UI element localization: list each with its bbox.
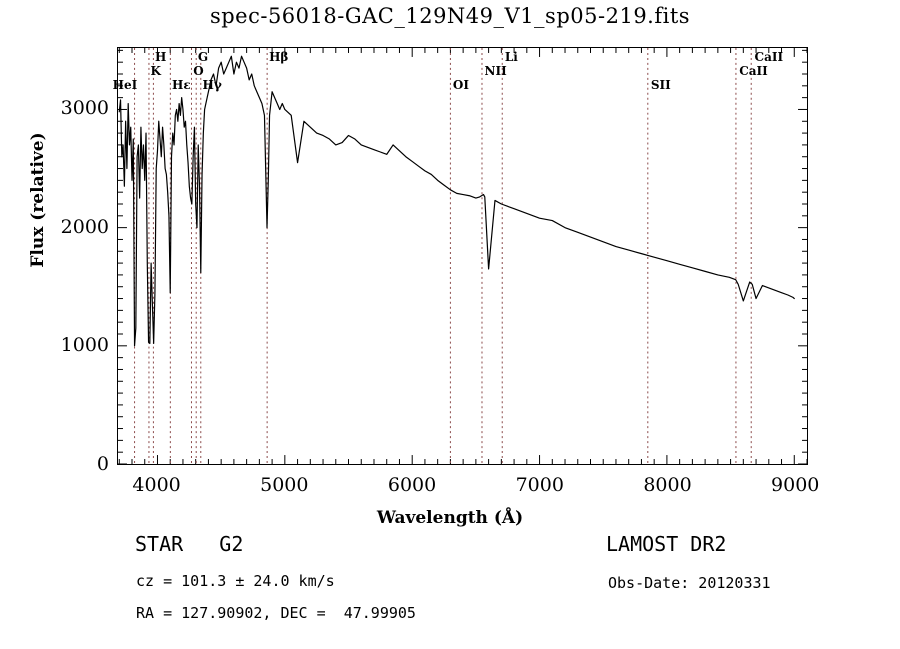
line-label-hei-0: HeI xyxy=(112,78,138,92)
x-tick-label-7000: 7000 xyxy=(515,474,564,496)
spectrum-curve xyxy=(118,55,795,347)
x-tick-label-8000: 8000 xyxy=(643,474,692,496)
cz-value: cz = 101.3 ± 24.0 km/s xyxy=(136,572,335,590)
line-label-h-7: Hβ xyxy=(269,50,289,64)
x-tick-label-5000: 5000 xyxy=(260,474,309,496)
page-title: spec-56018-GAC_129N49_V1_sp05-219.fits xyxy=(209,4,691,28)
line-label-h-2: H xyxy=(155,50,167,64)
obs-date: Obs-Date: 20120331 xyxy=(608,574,771,592)
y-tick-label-1000: 1000 xyxy=(60,334,109,357)
x-tick-label-6000: 6000 xyxy=(387,474,437,496)
y-tick-label-2000: 2000 xyxy=(60,215,109,238)
survey-name: LAMOST DR2 xyxy=(606,532,727,556)
y-tick-label-3000: 3000 xyxy=(60,96,109,119)
line-label-oi-8: OI xyxy=(452,78,469,92)
line-marker-group xyxy=(134,48,752,464)
coordinates: RA = 127.90902, DEC = 47.99905 xyxy=(136,604,416,622)
line-label-o-4: O xyxy=(193,64,204,78)
line-label-k-1: K xyxy=(150,64,161,78)
line-label-li-10: Li xyxy=(504,50,518,64)
line-label-caii-13: CaII xyxy=(754,50,784,64)
x-tick-label-9000: 9000 xyxy=(771,474,820,496)
x-tick-label-4000: 4000 xyxy=(132,474,181,496)
line-label-g-5: G xyxy=(197,50,209,64)
axis-ticks xyxy=(118,48,807,464)
plot-frame: HeI K H Hε O G Hγ Hβ OI NII Li SII CaII CaII xyxy=(113,47,808,465)
object-class: STAR G2 xyxy=(135,532,244,556)
line-label-h-6: Hγ xyxy=(202,78,222,92)
line-label-caii-12: CaII xyxy=(739,64,768,78)
y-tick-label-0: 0 xyxy=(96,453,109,475)
line-label-nii-9: NII xyxy=(484,64,507,78)
line-label-h-3: Hε xyxy=(171,78,191,92)
y-axis-title: Flux (relative) xyxy=(28,132,48,268)
spectrum-svg xyxy=(118,48,807,464)
x-axis-title: Wavelength (Å) xyxy=(376,508,524,528)
line-label-sii-11: SII xyxy=(650,78,671,92)
